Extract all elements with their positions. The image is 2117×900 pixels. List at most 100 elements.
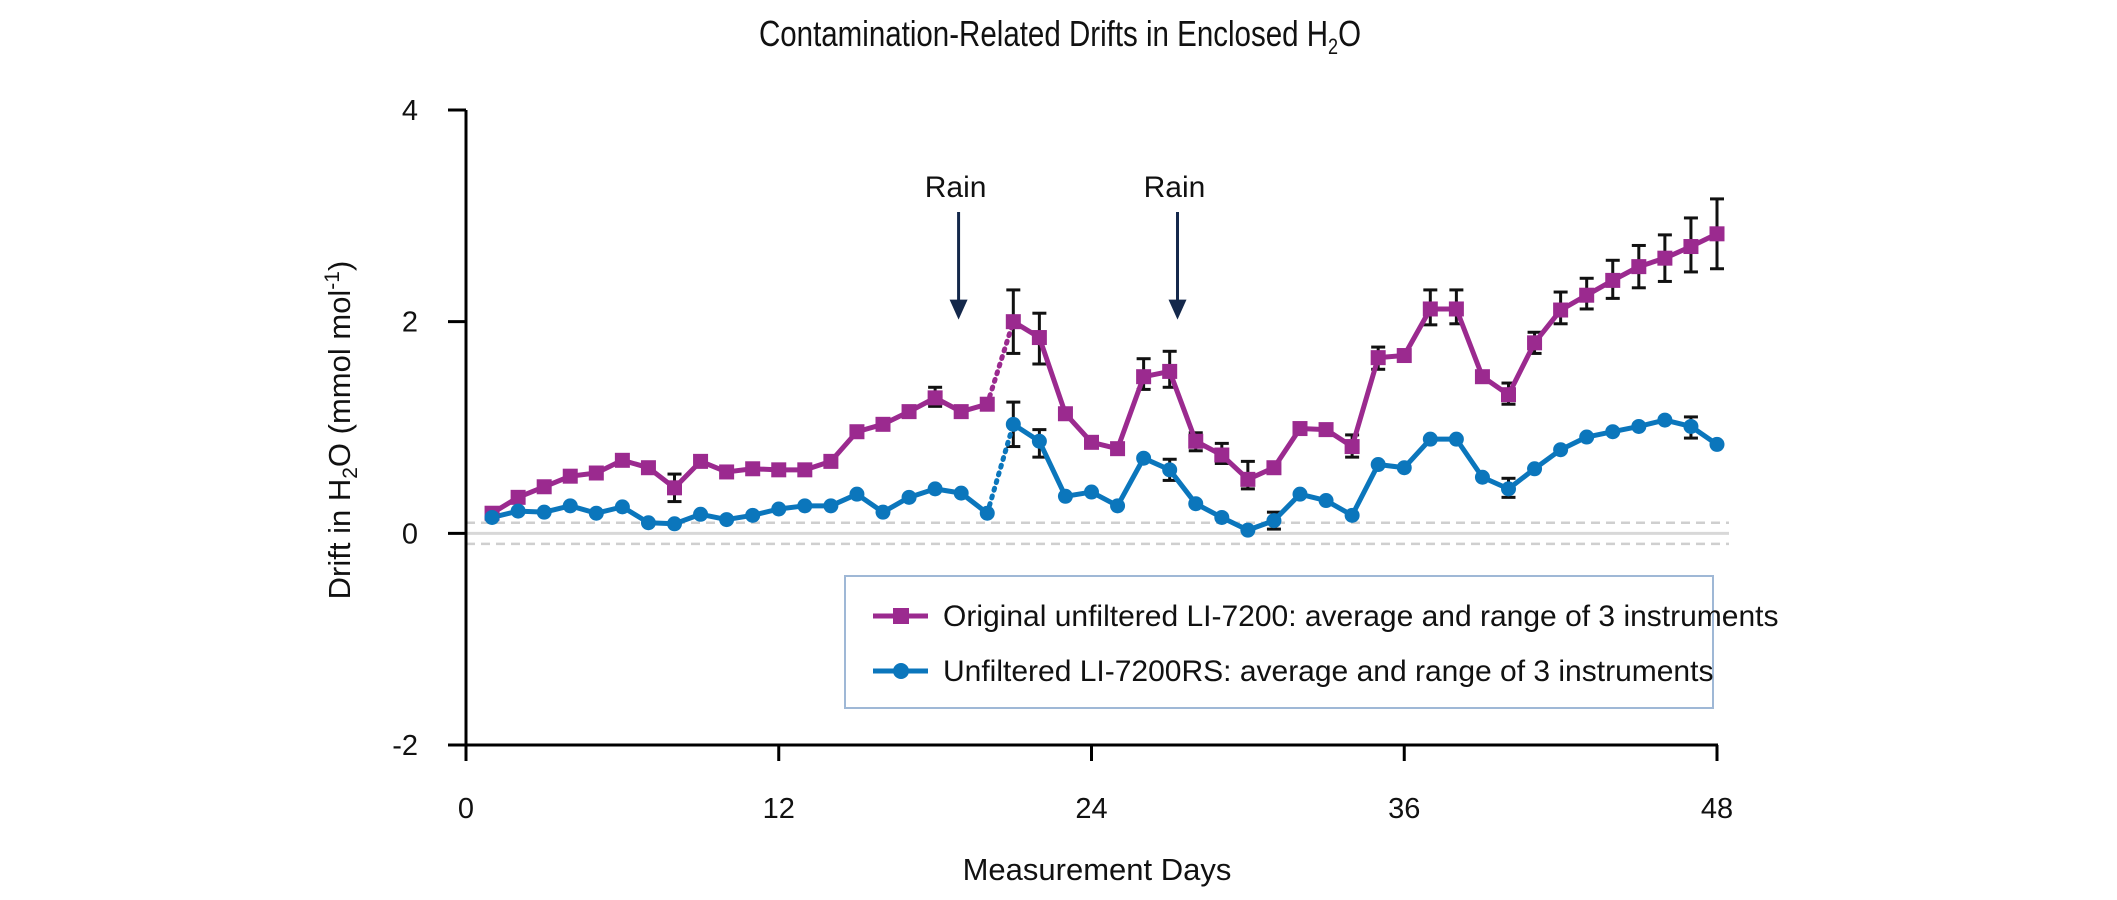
legend-swatch-marker-1 xyxy=(893,608,909,624)
data-point-0-36 xyxy=(1422,301,1438,317)
data-point-1-2 xyxy=(536,504,552,520)
series-gap-dotted-1 xyxy=(984,421,1016,516)
data-point-0-7 xyxy=(667,480,682,496)
data-point-0-38 xyxy=(1474,369,1490,385)
data-point-0-28 xyxy=(1214,447,1230,463)
data-point-1-4 xyxy=(588,505,604,521)
data-point-1-29 xyxy=(1240,522,1256,538)
data-point-1-8 xyxy=(693,506,709,522)
data-point-0-31 xyxy=(1292,421,1308,437)
data-point-1-32 xyxy=(1318,493,1334,509)
data-point-1-13 xyxy=(823,498,839,514)
data-point-1-20 xyxy=(1005,416,1021,432)
reference-lines xyxy=(466,521,1729,546)
ylabel-mid: O (mmol mol xyxy=(322,290,357,467)
legend-box xyxy=(844,575,1714,709)
y-tick-label-3: -2 xyxy=(392,730,418,762)
data-point-1-46 xyxy=(1683,418,1699,434)
data-point-1-16 xyxy=(901,489,917,505)
x-tick-label-4: 48 xyxy=(1701,793,1733,825)
ylabel-pre: Drift in H xyxy=(322,479,357,600)
series-markers xyxy=(484,226,1725,538)
data-point-1-1 xyxy=(510,503,526,519)
data-point-0-47 xyxy=(1709,226,1725,242)
series-gap-dotted-0 xyxy=(984,319,1016,407)
data-point-0-34 xyxy=(1370,350,1386,366)
data-point-1-26 xyxy=(1162,462,1178,478)
data-point-1-35 xyxy=(1396,460,1412,476)
data-point-0-16 xyxy=(901,404,917,420)
data-point-0-13 xyxy=(823,453,839,469)
data-point-0-43 xyxy=(1605,272,1621,288)
legend-swatch-marker-2 xyxy=(893,663,909,679)
annotations: Rain Rain xyxy=(925,171,1206,320)
x-tick-label-0: 0 xyxy=(458,793,474,825)
data-point-1-9 xyxy=(719,512,735,528)
data-point-1-14 xyxy=(849,486,865,502)
annotation-arrowhead-1 xyxy=(1168,299,1187,320)
data-point-1-27 xyxy=(1188,496,1204,512)
data-point-0-1 xyxy=(510,489,526,505)
data-point-1-17 xyxy=(927,481,943,497)
legend: Original unfiltered LI-7200: average and… xyxy=(844,575,1779,709)
data-point-1-28 xyxy=(1214,509,1230,525)
data-point-1-23 xyxy=(1084,484,1099,500)
ylabel-superscript: -1 xyxy=(321,271,344,290)
data-point-0-19 xyxy=(979,396,995,412)
data-point-0-6 xyxy=(640,460,656,476)
data-point-1-6 xyxy=(640,515,656,531)
data-point-0-26 xyxy=(1162,363,1178,379)
data-point-0-4 xyxy=(588,465,604,481)
data-point-0-27 xyxy=(1188,433,1204,449)
data-point-0-22 xyxy=(1057,406,1073,422)
data-point-1-30 xyxy=(1266,513,1282,529)
data-point-0-29 xyxy=(1240,471,1256,487)
series-line-0-b xyxy=(1012,231,1719,482)
annotation-label-1: Rain xyxy=(1144,171,1206,204)
title-subscript: 2 xyxy=(1328,35,1338,59)
data-point-0-46 xyxy=(1683,239,1699,255)
data-point-1-36 xyxy=(1422,431,1438,447)
title-end: O xyxy=(1338,13,1361,53)
y-tick-labels: 4 2 0 -2 xyxy=(392,95,418,762)
data-point-1-10 xyxy=(745,507,761,523)
data-point-0-18 xyxy=(953,404,969,420)
annotation-label-0: Rain xyxy=(925,171,987,204)
x-tick-label-1: 12 xyxy=(763,793,795,825)
data-point-0-11 xyxy=(771,462,787,478)
error-bars xyxy=(667,197,1724,531)
y-tick-label-1: 2 xyxy=(402,307,418,339)
data-point-1-7 xyxy=(667,516,682,532)
x-axis-label: Measurement Days xyxy=(963,852,1232,887)
data-point-0-37 xyxy=(1448,301,1464,317)
data-point-1-22 xyxy=(1057,488,1073,504)
series-line-1-b xyxy=(1011,417,1719,533)
data-point-0-2 xyxy=(536,479,552,495)
data-point-1-39 xyxy=(1501,481,1516,497)
data-point-1-45 xyxy=(1657,412,1673,428)
data-point-0-20 xyxy=(1005,314,1021,330)
data-point-1-0 xyxy=(484,509,500,525)
data-point-0-14 xyxy=(849,424,865,440)
data-point-0-3 xyxy=(562,468,578,484)
data-point-1-41 xyxy=(1553,442,1569,458)
data-point-0-25 xyxy=(1136,369,1152,385)
data-point-1-38 xyxy=(1474,469,1490,485)
svg-text:Contamination-Related Drifts i: Contamination-Related Drifts in Enclosed… xyxy=(759,13,1361,59)
data-point-1-25 xyxy=(1136,450,1152,466)
data-point-0-42 xyxy=(1579,287,1595,303)
data-point-0-32 xyxy=(1318,422,1334,438)
chart-title: Contamination-Related Drifts in Enclosed… xyxy=(759,13,1361,59)
data-point-1-47 xyxy=(1709,436,1725,452)
data-point-1-40 xyxy=(1527,461,1543,477)
data-point-0-39 xyxy=(1501,387,1516,403)
data-point-0-9 xyxy=(719,464,735,480)
data-point-1-5 xyxy=(614,499,630,515)
legend-label-1: Original unfiltered LI-7200: average and… xyxy=(943,600,1779,633)
data-point-0-35 xyxy=(1396,348,1412,364)
title-main: Contamination-Related Drifts in Enclosed… xyxy=(759,13,1328,53)
data-point-0-40 xyxy=(1527,335,1543,351)
data-point-0-41 xyxy=(1553,302,1569,318)
